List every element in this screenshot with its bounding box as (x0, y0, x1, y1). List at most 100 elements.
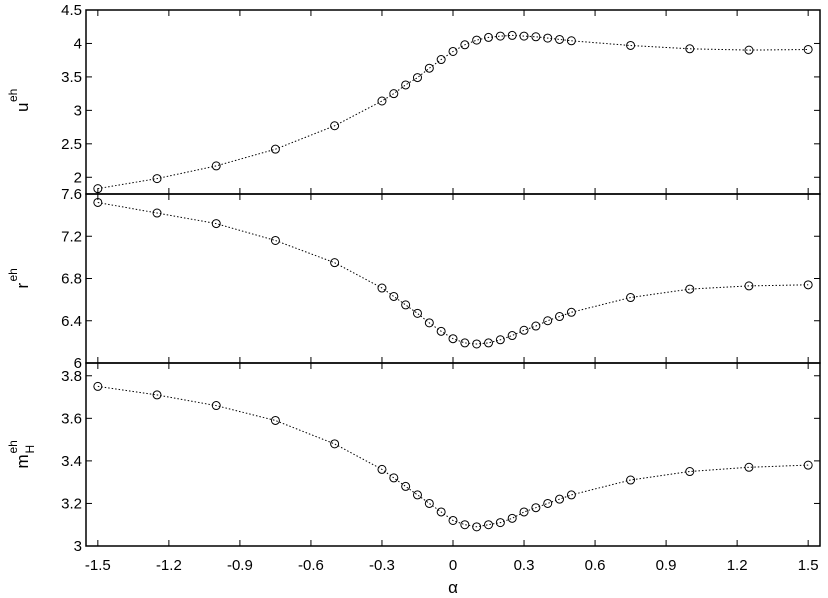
data-point-m-h-eh (389, 473, 399, 483)
data-point-u-eh (744, 45, 754, 55)
data-point-u-eh (626, 40, 636, 50)
y-tick-label-m-h-eh: 3.2 (61, 495, 82, 512)
x-tick-label: 0 (449, 557, 457, 574)
y-tick-label-u-eh: 2 (74, 169, 82, 186)
data-point-m-h-eh (484, 520, 494, 530)
data-point-r-eh (211, 219, 221, 229)
data-point-u-eh (330, 121, 340, 131)
plot-frame-u-eh (85, 9, 821, 195)
data-point-r-eh (531, 321, 541, 331)
y-tick-label-u-eh: 2.5 (61, 136, 82, 153)
data-point-r-eh (744, 281, 754, 291)
data-point-u-eh (412, 73, 422, 83)
plot-frame-r-eh (85, 193, 821, 364)
data-point-u-eh (472, 35, 482, 45)
data-point-u-eh (555, 34, 565, 44)
data-point-m-h-eh (507, 513, 517, 523)
data-point-m-h-eh (211, 401, 221, 411)
data-point-m-h-eh (152, 390, 162, 400)
panel-u-eh: 2 2.5 3 3.5 4 4.5 ueh (6, 2, 821, 195)
data-point-u-eh (401, 80, 411, 90)
data-point-r-eh (152, 208, 162, 218)
x-tick-label: -1.5 (85, 557, 111, 574)
data-point-r-eh (543, 316, 553, 326)
data-point-r-eh (626, 293, 636, 303)
y-axis-title-r-eh: r eh (6, 268, 32, 288)
data-point-u-eh (531, 32, 541, 42)
data-point-r-eh (424, 318, 434, 328)
data-point-u-eh (93, 184, 103, 194)
x-tick-label: 1.5 (798, 557, 819, 574)
data-point-r-eh (412, 308, 422, 318)
y-axis-title-sup: eh (6, 440, 20, 453)
data-point-r-eh (685, 284, 695, 294)
data-point-r-eh (93, 197, 103, 207)
y-tick-label-r-eh: 6 (74, 355, 82, 372)
y-tick-label-m-h-eh: 3.6 (61, 410, 82, 427)
data-point-m-h-eh (330, 439, 340, 449)
data-point-u-eh (495, 31, 505, 41)
data-point-r-eh (377, 283, 387, 293)
data-point-u-eh (460, 40, 470, 50)
data-point-m-h-eh (401, 481, 411, 491)
y-tick-label-r-eh: 6.4 (61, 313, 82, 330)
y-tick-label-m-h-eh: 3.8 (61, 368, 82, 385)
data-point-m-h-eh (436, 507, 446, 517)
data-point-r-eh (472, 339, 482, 349)
data-point-u-eh (507, 30, 517, 40)
data-point-r-eh (555, 312, 565, 322)
y-tick-label-u-eh: 4 (74, 35, 82, 52)
data-point-r-eh (519, 325, 529, 335)
data-point-m-h-eh (744, 462, 754, 472)
data-point-u-eh (211, 161, 221, 171)
data-point-u-eh (484, 32, 494, 42)
y-tick-label-m-h-eh: 3.4 (61, 453, 82, 470)
y-tick-label-r-eh: 7.6 (61, 186, 82, 203)
data-point-m-h-eh (803, 460, 813, 470)
x-tick-label: -0.6 (298, 557, 324, 574)
data-point-m-h-eh (519, 507, 529, 517)
data-point-m-h-eh (448, 515, 458, 525)
data-point-r-eh (803, 280, 813, 290)
x-tick-label: 0.6 (585, 557, 606, 574)
data-point-r-eh (507, 331, 517, 341)
data-point-m-h-eh (555, 494, 565, 504)
data-point-m-h-eh (626, 475, 636, 485)
data-point-u-eh (152, 174, 162, 184)
data-point-u-eh (436, 55, 446, 65)
data-point-u-eh (448, 46, 458, 56)
data-point-r-eh (330, 258, 340, 268)
data-point-m-h-eh (566, 490, 576, 500)
x-tick-label: 0.9 (656, 557, 677, 574)
data-point-u-eh (519, 31, 529, 41)
y-tick-label-r-eh: 7.2 (61, 228, 82, 245)
y-axis-title-sup: eh (6, 268, 20, 281)
data-point-m-h-eh (531, 503, 541, 513)
data-point-u-eh (543, 33, 553, 43)
data-point-u-eh (566, 36, 576, 46)
y-tick-label-u-eh: 3 (74, 102, 82, 119)
x-tick-label: -0.3 (369, 557, 395, 574)
x-tick-label: -0.9 (227, 557, 253, 574)
data-point-m-h-eh (93, 381, 103, 391)
y-axis-title-m-h-eh: meh H (6, 440, 37, 468)
y-tick-label-r-eh: 6.8 (61, 271, 82, 288)
data-point-r-eh (389, 291, 399, 301)
data-point-r-eh (270, 235, 280, 245)
data-point-r-eh (436, 326, 446, 336)
panel-m-h-eh: 3 3.2 3.4 3.6 3.8 -1.5 -1.2 -0.9 -0.6 -0.3 0 0.3 0.6… (6, 362, 821, 574)
data-point-r-eh (460, 338, 470, 348)
y-axis-title-sub: H (23, 445, 37, 454)
y-tick-label-u-eh: 4.5 (61, 2, 82, 19)
data-point-m-h-eh (377, 464, 387, 474)
series-line-r-eh (97, 202, 809, 345)
y-axis-title-u-eh: ueh (6, 89, 32, 112)
y-axis-title-sup: eh (6, 89, 20, 102)
y-axis-title-main: r (13, 283, 32, 289)
series-line-u-eh (97, 34, 809, 190)
data-point-r-eh (484, 338, 494, 348)
data-point-m-h-eh (472, 522, 482, 532)
data-point-u-eh (424, 63, 434, 73)
plot-frame-m-h-eh (85, 362, 821, 547)
